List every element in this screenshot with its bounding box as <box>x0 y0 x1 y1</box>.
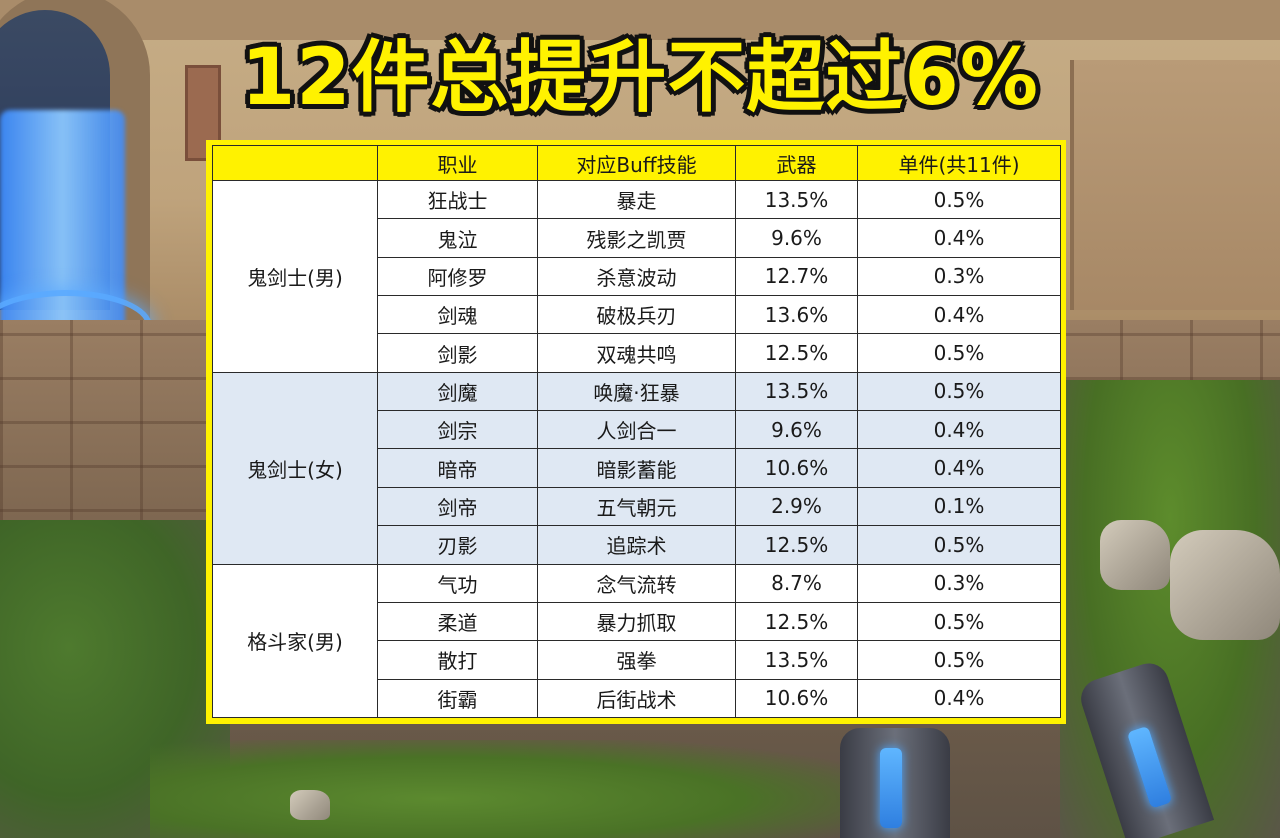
piece-cell: 0.5% <box>857 525 1061 565</box>
weapon-cell: 8.7% <box>735 563 858 603</box>
job-cell: 鬼泣 <box>377 218 538 258</box>
piece-cell: 0.4% <box>857 295 1061 335</box>
table-header-row: 职业 对应Buff技能 武器 单件(共11件) <box>212 145 1061 181</box>
piece-cell: 0.5% <box>857 179 1061 220</box>
job-cell: 剑宗 <box>377 410 538 450</box>
header-cell-piece: 单件(共11件) <box>857 145 1061 181</box>
wall-pipe <box>185 65 221 161</box>
piece-cell: 0.1% <box>857 486 1061 527</box>
skill-cell: 暗影蓄能 <box>537 448 736 488</box>
job-cell: 街霸 <box>377 678 538 719</box>
job-cell: 阿修罗 <box>377 256 538 297</box>
weapon-cell: 2.9% <box>735 486 858 527</box>
job-cell: 气功 <box>377 563 538 603</box>
weapon-cell: 12.5% <box>735 333 858 373</box>
weapon-cell: 13.5% <box>735 371 858 412</box>
group-name-cell: 鬼剑士(男) <box>212 180 378 373</box>
piece-cell: 0.3% <box>857 256 1061 297</box>
skill-cell: 后街战术 <box>537 678 736 719</box>
job-cell: 柔道 <box>377 601 538 642</box>
buff-table-frame: 职业 对应Buff技能 武器 单件(共11件) 鬼剑士(男) 狂战士 暴走 13… <box>206 140 1066 724</box>
skill-cell: 暴走 <box>537 179 736 220</box>
header-cell-corner <box>212 145 378 181</box>
job-cell: 散打 <box>377 640 538 680</box>
wall-panel <box>1070 60 1280 310</box>
piece-cell: 0.3% <box>857 563 1061 603</box>
skill-cell: 念气流转 <box>537 563 736 603</box>
header-cell-job: 职业 <box>377 145 538 181</box>
piece-cell: 0.4% <box>857 410 1061 450</box>
skill-cell: 唤魔·狂暴 <box>537 371 736 412</box>
weapon-cell: 13.5% <box>735 640 858 680</box>
table-row: 刃影 追踪术 12.5% 0.5% <box>213 525 1061 565</box>
weapon-cell: 10.6% <box>735 678 858 719</box>
skill-cell: 五气朝元 <box>537 486 736 527</box>
weapon-cell: 9.6% <box>735 218 858 258</box>
table-row: 阿修罗 杀意波动 12.7% 0.3% <box>213 256 1061 297</box>
piece-cell: 0.5% <box>857 333 1061 373</box>
job-cell: 剑魂 <box>377 295 538 335</box>
skill-cell: 人剑合一 <box>537 410 736 450</box>
table-row: 剑宗 人剑合一 9.6% 0.4% <box>213 410 1061 450</box>
piece-cell: 0.4% <box>857 218 1061 258</box>
table-row: 剑帝 五气朝元 2.9% 0.1% <box>213 486 1061 527</box>
weapon-cell: 13.5% <box>735 179 858 220</box>
table-row: 街霸 后街战术 10.6% 0.4% <box>213 678 1061 719</box>
skill-cell: 追踪术 <box>537 525 736 565</box>
table-row: 格斗家(男) 气功 念气流转 8.7% 0.3% <box>212 563 1061 719</box>
job-cell: 刃影 <box>377 525 538 565</box>
skill-cell: 杀意波动 <box>537 256 736 297</box>
rock <box>290 790 330 820</box>
table-group-slayer-female: 鬼剑士(女) 剑魔 唤魔·狂暴 13.5% 0.5% 剑宗 人剑合一 9.6% … <box>212 371 1061 565</box>
rune-pillar <box>840 728 950 838</box>
job-cell: 剑帝 <box>377 486 538 527</box>
table-row: 散打 强拳 13.5% 0.5% <box>213 640 1061 680</box>
job-cell: 暗帝 <box>377 448 538 488</box>
weapon-cell: 9.6% <box>735 410 858 450</box>
piece-cell: 0.5% <box>857 601 1061 642</box>
skill-cell: 残影之凯贾 <box>537 218 736 258</box>
rock <box>1170 530 1280 640</box>
job-cell: 剑影 <box>377 333 538 373</box>
weapon-cell: 12.7% <box>735 256 858 297</box>
rock <box>1100 520 1170 590</box>
skill-cell: 暴力抓取 <box>537 601 736 642</box>
group-name-cell: 鬼剑士(女) <box>212 371 378 565</box>
table-group-fighter-male: 格斗家(男) 气功 念气流转 8.7% 0.3% 柔道 暴力抓取 12.5% 0… <box>212 563 1061 719</box>
table-row: 鬼剑士(女) 剑魔 唤魔·狂暴 13.5% 0.5% <box>212 371 1061 565</box>
skill-cell: 破极兵刃 <box>537 295 736 335</box>
skill-cell: 双魂共鸣 <box>537 333 736 373</box>
job-cell: 剑魔 <box>377 371 538 412</box>
table-row: 鬼剑士(男) 狂战士 暴走 13.5% 0.5% <box>212 179 1061 373</box>
wall-top-ledge <box>0 0 1280 40</box>
header-cell-weapon: 武器 <box>735 145 858 181</box>
table-row: 剑魂 破极兵刃 13.6% 0.4% <box>213 295 1061 335</box>
table-group-slayer-male: 鬼剑士(男) 狂战士 暴走 13.5% 0.5% 鬼泣 残影之凯贾 9.6% 0… <box>212 179 1061 373</box>
table-row: 暗帝 暗影蓄能 10.6% 0.4% <box>213 448 1061 488</box>
piece-cell: 0.5% <box>857 640 1061 680</box>
weapon-cell: 10.6% <box>735 448 858 488</box>
piece-cell: 0.4% <box>857 678 1061 719</box>
piece-cell: 0.4% <box>857 448 1061 488</box>
weapon-cell: 12.5% <box>735 601 858 642</box>
rune-glyph <box>880 748 902 828</box>
rune-glyph <box>1126 725 1173 809</box>
headline-title: 12件总提升不超过6% <box>241 33 1039 123</box>
skill-cell: 强拳 <box>537 640 736 680</box>
table-row: 剑影 双魂共鸣 12.5% 0.5% <box>213 333 1061 373</box>
job-cell: 狂战士 <box>377 179 538 220</box>
table-row: 鬼泣 残影之凯贾 9.6% 0.4% <box>213 218 1061 258</box>
header-cell-skill: 对应Buff技能 <box>537 145 736 181</box>
weapon-cell: 13.6% <box>735 295 858 335</box>
group-name-cell: 格斗家(男) <box>212 563 378 719</box>
buff-table: 职业 对应Buff技能 武器 单件(共11件) 鬼剑士(男) 狂战士 暴走 13… <box>212 145 1061 719</box>
grass-patch-bottom <box>150 740 870 838</box>
weapon-cell: 12.5% <box>735 525 858 565</box>
piece-cell: 0.5% <box>857 371 1061 412</box>
